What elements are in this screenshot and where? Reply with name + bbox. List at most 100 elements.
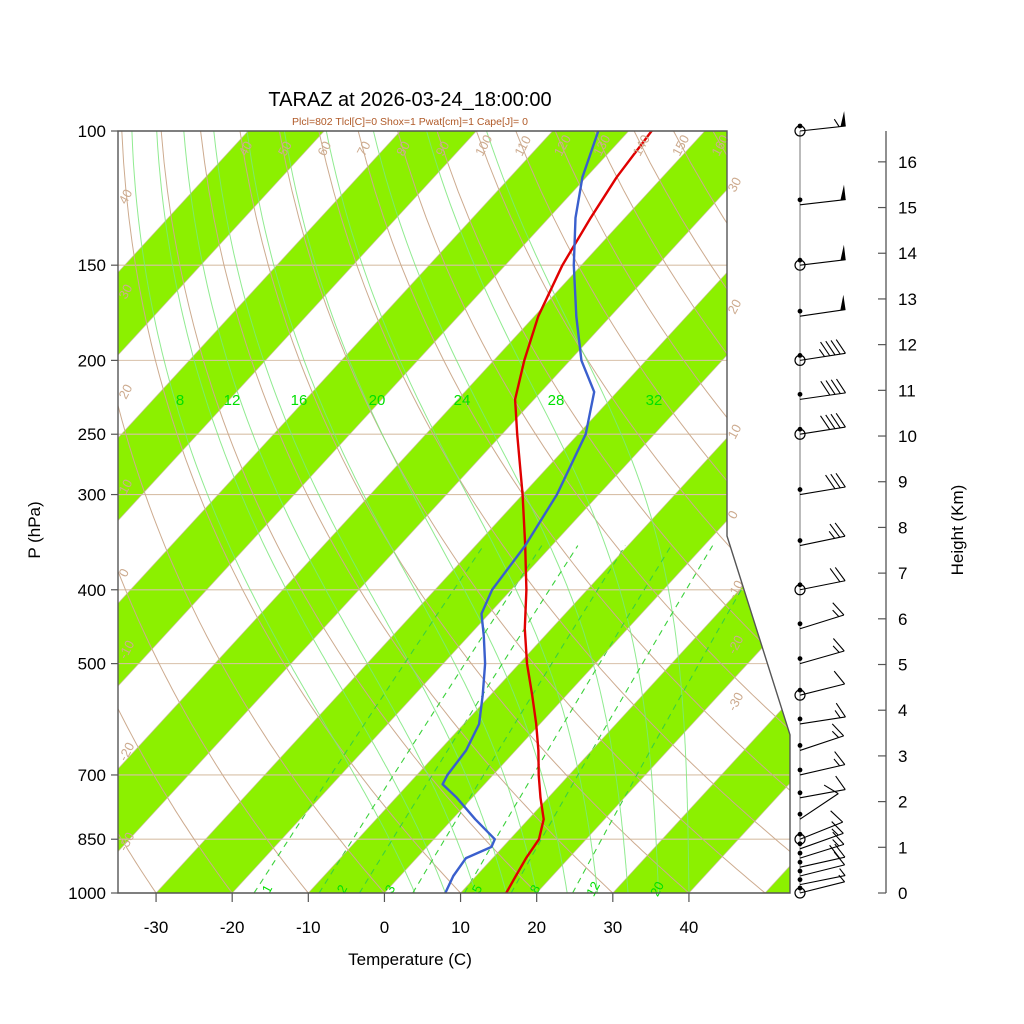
dry-adiabat	[475, 131, 790, 893]
barb-full	[830, 413, 841, 429]
barb-full	[825, 414, 836, 430]
height-tick-label: 11	[898, 381, 916, 400]
dry-adiabat-label: 30	[724, 175, 744, 195]
pressure-tick-label: 200	[78, 351, 106, 370]
height-tick-label: 9	[898, 473, 907, 492]
moist-adiabat	[183, 131, 477, 893]
wind-barb	[797, 775, 846, 799]
wind-barb	[797, 751, 846, 776]
pressure-tick-label: 250	[78, 425, 106, 444]
dry-adiabat-label: 20	[115, 382, 135, 402]
wind-barb	[794, 111, 846, 137]
moist-adiabat	[156, 131, 446, 893]
dry-adiabat-label: 70	[354, 139, 374, 159]
pressure-tick-label: 1000	[68, 884, 106, 903]
barb-full	[833, 670, 846, 685]
height-tick-label: 12	[898, 336, 917, 355]
temperature-tick-label: 30	[603, 918, 622, 937]
isotherm-line	[460, 131, 790, 893]
dry-adiabat-label: 10	[724, 422, 744, 442]
mixing-ratio-label: 12	[583, 879, 603, 899]
shading-band	[118, 131, 477, 893]
wind-barb	[797, 723, 845, 751]
barb-full	[831, 821, 844, 834]
wind-barb	[794, 339, 846, 366]
isotherm-line	[118, 131, 477, 893]
barb-shaft	[799, 793, 839, 820]
barb-level-dot	[797, 621, 803, 627]
barb-half	[832, 645, 840, 653]
moist-adiabat	[246, 131, 538, 893]
shading-band	[118, 131, 781, 893]
barb-full	[830, 473, 841, 489]
mixing-ratio-line	[253, 545, 484, 893]
dry-adiabat	[318, 131, 790, 893]
barb-full	[830, 340, 841, 355]
wind-barb	[797, 378, 846, 400]
barb-shaft	[799, 392, 846, 400]
barb-full	[832, 638, 845, 652]
barb-level-dot	[797, 716, 803, 722]
barb-shaft	[799, 535, 846, 547]
barb-level-dot	[797, 743, 803, 748]
barb-shaft	[799, 735, 844, 751]
barb-level-dot	[797, 811, 803, 817]
barb-full	[825, 380, 836, 395]
theta-e-label: 24	[454, 392, 471, 409]
height-tick-label: 3	[898, 747, 907, 766]
pressure-tick-label: 700	[78, 766, 106, 785]
barb-half	[831, 828, 839, 836]
barb-level-dot	[797, 426, 803, 432]
barb-shaft	[799, 199, 846, 206]
barb-level-dot	[797, 352, 803, 358]
barb-level-dot	[797, 767, 803, 773]
barb-level-dot	[797, 877, 803, 883]
isotherm-line	[118, 131, 553, 893]
barb-level-dot	[797, 582, 803, 588]
barb-half	[818, 348, 825, 357]
dry-adiabat-label: 40	[115, 187, 135, 207]
shading-band	[118, 131, 325, 893]
isotherm-line	[118, 131, 782, 893]
barb-full	[829, 523, 841, 538]
shading-band	[118, 131, 629, 893]
barb-level-dot	[797, 487, 803, 492]
height-tick-label: 2	[898, 793, 907, 812]
pressure-tick-label: 400	[78, 581, 106, 600]
barb-level-dot	[797, 868, 803, 874]
barb-shaft	[799, 683, 845, 696]
height-tick-label: 7	[898, 564, 907, 583]
wind-barb	[794, 670, 846, 701]
barb-shaft	[799, 580, 846, 591]
barb-shaft	[799, 881, 845, 894]
barb-shaft	[799, 821, 843, 840]
isotherm-line	[118, 131, 325, 893]
barb-pennant	[840, 111, 846, 127]
moist-adiabat	[325, 131, 599, 893]
barb-full	[832, 831, 845, 845]
theta-e-label: 8	[176, 392, 184, 409]
barb-full	[830, 810, 844, 823]
barb-pennant	[840, 294, 846, 311]
moist-adiabat	[213, 131, 507, 893]
barb-pennant	[840, 184, 846, 201]
isotherm-line	[308, 131, 790, 893]
barb-shaft	[799, 716, 846, 725]
page-title: TARAZ at 2026-03-24_18:00:00	[268, 89, 551, 111]
barb-full	[835, 473, 846, 488]
barb-level-dot	[797, 831, 803, 837]
dry-adiabat-label: 50	[275, 139, 295, 159]
wind-barb	[797, 831, 845, 859]
dry-adiabat-label: 30	[115, 282, 135, 302]
wind-barb-column	[794, 111, 846, 899]
barb-full	[835, 339, 846, 354]
theta-e-label: 32	[646, 392, 663, 409]
barb-full	[835, 702, 846, 718]
barb-level-dot	[797, 123, 803, 129]
dry-adiabat	[397, 131, 790, 893]
mixing-ratio-line	[464, 545, 672, 893]
barb-pennant	[840, 244, 846, 261]
barb-half	[831, 730, 840, 738]
